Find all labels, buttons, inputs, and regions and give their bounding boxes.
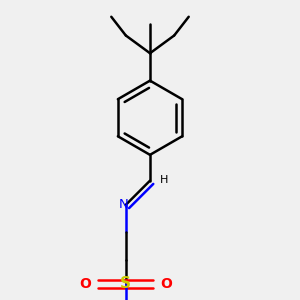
Text: H: H	[160, 175, 169, 185]
Text: S: S	[120, 276, 131, 291]
Text: N: N	[118, 198, 128, 211]
Text: O: O	[80, 277, 91, 291]
Text: O: O	[160, 277, 172, 291]
